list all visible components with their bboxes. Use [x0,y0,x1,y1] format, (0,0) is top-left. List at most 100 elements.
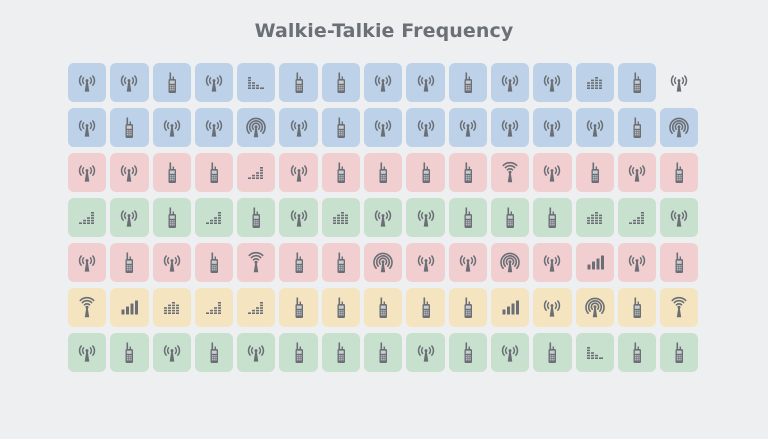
grid-cell [617,198,657,237]
antenna-tower-icon [371,206,395,230]
antenna-tower-icon [244,341,268,365]
grid-cell [364,243,403,282]
antenna-tower-icon [414,341,438,365]
signal-equalizer-icon [583,71,607,95]
antenna-tower-icon [414,206,438,230]
grid-cell [194,63,234,102]
grid-cell [533,288,572,327]
antenna-tower-icon [202,71,226,95]
antenna-tower-icon [498,71,522,95]
grid-cell [321,333,361,372]
antenna-tower-icon [625,251,649,275]
walkie-talkie-icon [244,206,268,230]
antenna-tower-icon [75,161,99,185]
signal-descending-icon [244,71,268,95]
grid-cell [660,243,699,282]
broadcast-arcs-icon [371,251,395,275]
walkie-talkie-icon [540,341,564,365]
walkie-talkie-icon [583,161,607,185]
grid-cell [617,288,657,327]
wifi-tower-icon [498,161,522,185]
antenna-tower-icon [75,251,99,275]
grid-cell [68,198,107,237]
signal-ascending-icon [202,206,226,230]
antenna-tower-icon [583,116,607,140]
grid-cell [68,333,107,372]
antenna-tower-icon [540,161,564,185]
antenna-tower-icon [540,296,564,320]
walkie-talkie-icon [456,71,480,95]
grid-cell [533,198,572,237]
grid-cell [68,288,107,327]
grid-cell [660,108,699,147]
grid-cell [152,108,191,147]
signal-equalizer-icon [160,296,184,320]
grid-cell [237,288,276,327]
grid-cell [448,153,487,192]
grid-cell [490,63,530,102]
antenna-tower-icon [287,116,311,140]
grid-cell [533,63,572,102]
grid-cell [321,288,361,327]
antenna-tower-icon [202,116,226,140]
signal-ascending-icon [75,206,99,230]
grid-cell [152,153,191,192]
grid-cell [152,288,191,327]
grid-cell [279,108,318,147]
grid-cell [364,288,403,327]
grid-cell [152,333,191,372]
antenna-tower-icon [160,251,184,275]
grid-cell [321,108,361,147]
grid-cell [617,63,657,102]
grid-cell [194,288,234,327]
grid-cell [617,108,657,147]
walkie-talkie-icon [456,161,480,185]
antenna-tower-icon [625,161,649,185]
antenna-tower-icon [160,341,184,365]
grid-cell [364,63,403,102]
walkie-talkie-icon [287,71,311,95]
walkie-talkie-icon [625,341,649,365]
signal-descending-icon [583,341,607,365]
walkie-talkie-icon [371,341,395,365]
signal-bars-icon [498,296,522,320]
grid-cell [406,333,445,372]
antenna-tower-icon [498,341,522,365]
walkie-talkie-icon [117,116,141,140]
broadcast-arcs-icon [498,251,522,275]
walkie-talkie-icon [160,161,184,185]
walkie-talkie-icon [540,206,564,230]
walkie-talkie-icon [456,206,480,230]
grid-cell [237,243,276,282]
grid-cell [152,63,191,102]
walkie-talkie-icon [456,341,480,365]
grid-cell [279,63,318,102]
walkie-talkie-icon [667,161,691,185]
signal-ascending-icon [244,296,268,320]
walkie-talkie-icon [625,116,649,140]
grid-cell [110,108,149,147]
pictogram-grid [68,63,699,372]
wifi-tower-icon [244,251,268,275]
grid-cell [110,243,149,282]
grid-cell [490,108,530,147]
grid-cell [660,198,699,237]
antenna-tower-icon [414,71,438,95]
grid-cell [194,108,234,147]
grid-cell [617,243,657,282]
grid-cell [575,153,614,192]
chart-title: Walkie-Talkie Frequency [254,20,514,42]
antenna-tower-icon [456,251,480,275]
grid-cell [194,198,234,237]
grid-cell [321,243,361,282]
walkie-talkie-icon [287,251,311,275]
walkie-talkie-icon [202,251,226,275]
grid-cell [152,198,191,237]
walkie-talkie-icon [498,206,522,230]
antenna-tower-icon [456,116,480,140]
grid-cell [406,108,445,147]
walkie-talkie-icon [456,296,480,320]
grid-cell [279,153,318,192]
walkie-talkie-icon [414,161,438,185]
grid-cell [279,288,318,327]
